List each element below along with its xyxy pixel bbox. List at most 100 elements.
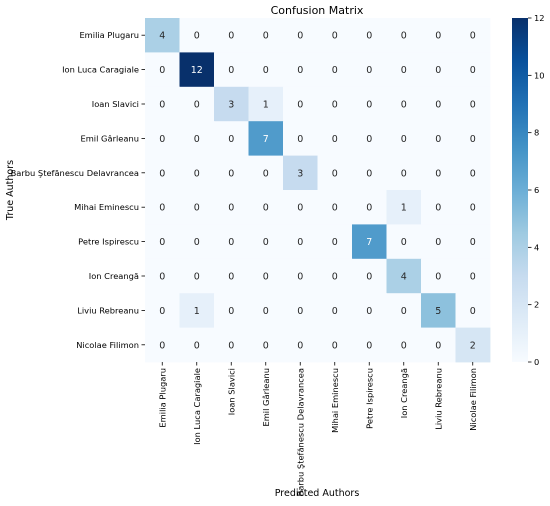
- cell-value-label: 0: [228, 168, 234, 179]
- y-axis-label: True Authors: [5, 160, 16, 221]
- cell-value-label: 0: [228, 134, 234, 145]
- heatmap-cell: [283, 327, 318, 363]
- cell-value-label: 0: [435, 31, 441, 42]
- heatmap-cell: [386, 258, 422, 294]
- heatmap-cell: [145, 86, 180, 122]
- heatmap-cell: [248, 121, 284, 156]
- cell-value-label: 0: [194, 272, 200, 283]
- heatmap-cell: [179, 18, 215, 53]
- heatmap-cell: [317, 86, 353, 122]
- cell-value-label: 0: [401, 237, 407, 248]
- x-tick-label: Ion Creangă: [399, 368, 409, 418]
- cell-value-label: 0: [401, 340, 407, 351]
- heatmap-cell: [455, 86, 491, 122]
- heatmap-cell: [421, 121, 456, 156]
- heatmap-cell: [179, 258, 215, 294]
- cell-value-label: 0: [435, 100, 441, 111]
- heatmap-cell: [421, 190, 456, 225]
- cell-value-label: 1: [194, 306, 200, 317]
- heatmap-cell: [386, 86, 422, 122]
- heatmap-cell: [352, 86, 387, 122]
- cell-value-label: 0: [435, 134, 441, 145]
- cell-value-label: 0: [470, 237, 476, 248]
- heatmap-cell: [283, 155, 318, 191]
- cell-value-label: 0: [297, 65, 303, 76]
- heatmap-cell: [386, 121, 422, 156]
- cell-value-label: 0: [470, 203, 476, 214]
- cell-value-label: 0: [297, 237, 303, 248]
- heatmap-cell: [145, 52, 180, 88]
- heatmap-cell: [352, 121, 387, 156]
- heatmap-cell: [283, 121, 318, 156]
- cell-value-label: 0: [194, 237, 200, 248]
- x-axis-label: Predicted Authors: [275, 488, 360, 499]
- heatmap-cell: [455, 258, 491, 294]
- cell-value-label: 0: [366, 31, 372, 42]
- cell-value-label: 0: [263, 65, 269, 76]
- heatmap-cell: [283, 18, 318, 53]
- cell-value-label: 0: [159, 100, 165, 111]
- cell-value-label: 3: [228, 100, 234, 111]
- cell-value-label: 0: [297, 272, 303, 283]
- colorbar-tick-label: 4: [534, 242, 539, 252]
- heatmap-cell: [214, 121, 249, 156]
- heatmap-cell: [248, 224, 284, 260]
- x-tick-label: Emil Gârleanu: [261, 368, 271, 427]
- y-tick-labels: Emilia Plugaru Ion Luca Caragiale Ioan Sla…: [11, 30, 145, 350]
- cell-value-label: 0: [228, 306, 234, 317]
- cell-value-label: 0: [401, 306, 407, 317]
- heatmap-cell: [179, 86, 215, 122]
- cell-value-label: 0: [435, 340, 441, 351]
- heatmap-cell: [317, 327, 353, 363]
- heatmap-cell: [283, 86, 318, 122]
- cell-value-label: 0: [332, 168, 338, 179]
- y-tick-label: Emil Gârleanu: [80, 133, 139, 143]
- cell-value-label: 0: [297, 340, 303, 351]
- cell-value-label: 3: [297, 168, 303, 179]
- heatmap-cell: [317, 293, 353, 328]
- heatmap-cell: [386, 190, 422, 225]
- cell-value-label: 0: [228, 340, 234, 351]
- heatmap-cell: [214, 224, 249, 260]
- chart-title: Confusion Matrix: [271, 4, 364, 17]
- cell-value-label: 5: [435, 306, 441, 317]
- heatmap-cell: [145, 18, 180, 53]
- heatmap-cell: [455, 18, 491, 53]
- heatmap-cell: [455, 190, 491, 225]
- heatmap-cell: [248, 155, 284, 191]
- cell-value-label: 4: [159, 31, 165, 42]
- heatmap-cell: [386, 293, 422, 328]
- cell-value-label: 0: [159, 168, 165, 179]
- cell-value-label: 0: [263, 272, 269, 283]
- cell-value-label: 7: [366, 237, 372, 248]
- cell-value-label: 0: [263, 203, 269, 214]
- colorbar: 0 2 4 6 8 10 12: [512, 13, 545, 367]
- heatmap-cell: [386, 18, 422, 53]
- y-tick-label: Nicolae Filimon: [76, 340, 139, 350]
- cell-value-label: 0: [470, 31, 476, 42]
- colorbar-gradient: [512, 18, 528, 362]
- cell-value-label: 0: [159, 134, 165, 145]
- heatmap-cell: [421, 155, 456, 191]
- cell-value-label: 0: [228, 272, 234, 283]
- cell-value-label: 0: [401, 65, 407, 76]
- heatmap-cell: [421, 293, 456, 328]
- heatmap-cell: [179, 190, 215, 225]
- heatmap-cell: [317, 155, 353, 191]
- cell-value-label: 0: [194, 340, 200, 351]
- heatmap-cell: [145, 121, 180, 156]
- colorbar-tick-label: 6: [534, 185, 539, 195]
- heatmap-cell: [179, 224, 215, 260]
- cell-value-label: 0: [297, 31, 303, 42]
- heatmap-cell: [317, 224, 353, 260]
- cell-value-label: 0: [401, 134, 407, 145]
- x-tick-label: Ioan Slavici: [226, 368, 236, 415]
- heatmap-cell: [317, 258, 353, 294]
- cell-value-label: 0: [366, 203, 372, 214]
- heatmap-cell: [214, 155, 249, 191]
- cell-value-label: 0: [332, 203, 338, 214]
- cell-value-label: 0: [297, 306, 303, 317]
- cell-value-label: 0: [159, 203, 165, 214]
